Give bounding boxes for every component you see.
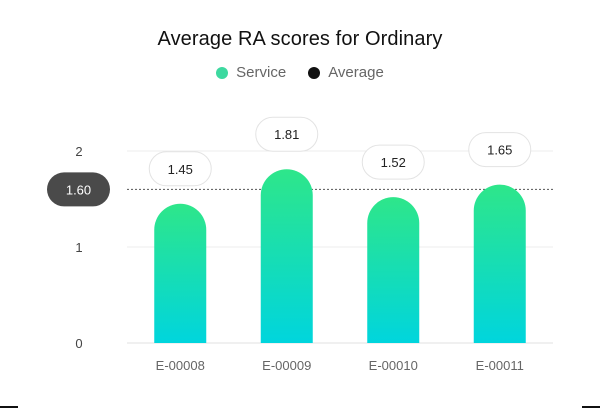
data-label: 1.45 [168, 162, 193, 177]
legend-label-average: Average [328, 64, 384, 81]
legend-item-service[interactable]: Service [216, 64, 286, 81]
corner-mark-left [0, 406, 18, 408]
corner-mark-right [582, 406, 600, 408]
chart-title: Average RA scores for Ordinary [157, 28, 443, 50]
y-tick-label: 1 [75, 240, 82, 255]
y-tick-label: 0 [75, 336, 82, 351]
bar-e-00010[interactable] [367, 197, 420, 343]
x-tick-label: E-00010 [369, 358, 418, 373]
legend-swatch-average [308, 66, 321, 79]
legend-item-average[interactable]: Average [308, 64, 384, 81]
chart-legend: Service Average [0, 64, 600, 81]
average-badge-label: 1.60 [66, 182, 91, 197]
x-tick-label: E-00011 [476, 358, 524, 373]
legend-label-service: Service [236, 64, 287, 81]
legend-swatch-service [216, 66, 229, 79]
bar-e-00011[interactable] [473, 184, 526, 343]
data-label: 1.65 [487, 143, 512, 158]
bar-e-00008[interactable] [154, 203, 207, 343]
value-bubble [468, 132, 532, 168]
bar-e-00009[interactable] [260, 169, 313, 343]
value-bubble [361, 144, 425, 180]
x-tick-label: E-00009 [262, 358, 311, 373]
y-tick-label: 2 [75, 144, 82, 159]
value-bubble [255, 116, 319, 152]
data-label: 1.81 [274, 127, 299, 142]
data-label: 1.52 [381, 155, 406, 170]
average-badge [47, 172, 110, 207]
x-tick-label: E-00008 [156, 358, 205, 373]
value-bubble [148, 151, 212, 187]
